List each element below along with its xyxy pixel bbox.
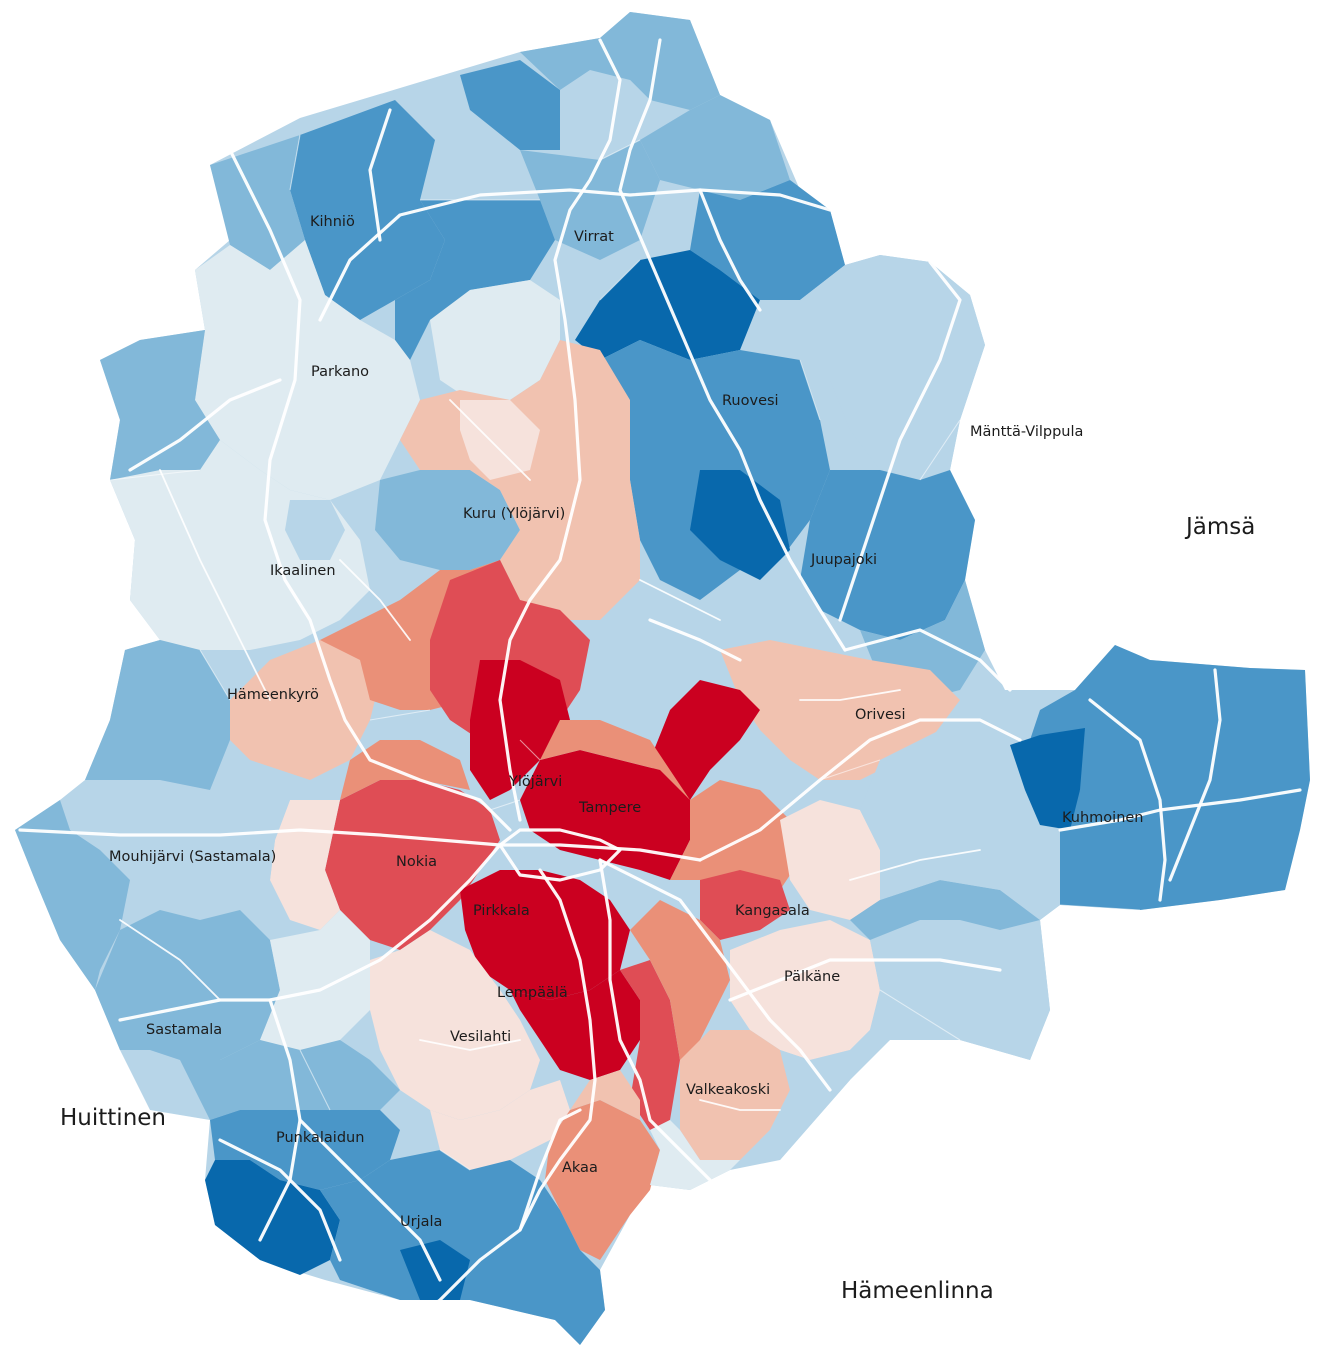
region-palkane-east [850, 920, 1050, 1060]
region-virrat-north [560, 80, 650, 160]
region-east-between [860, 720, 1060, 920]
label-hameenlinna: Hämeenlinna [841, 1278, 994, 1304]
region-akaa-light [570, 1070, 640, 1120]
label-urjala: Urjala [400, 1214, 442, 1230]
region-east-pale [780, 800, 880, 920]
region-south-ring [630, 900, 730, 1060]
label-nokia: Nokia [396, 854, 437, 870]
region-ylojarvi-core [470, 660, 570, 800]
neighbor-labels: Jämsä Huittinen Hämeenlinna [60, 514, 1255, 1304]
region-juupajoki [800, 470, 975, 640]
label-ikaalinen: Ikaalinen [270, 563, 336, 579]
region-ruovesi-dark [575, 250, 760, 360]
region-virrat-east [640, 95, 790, 200]
label-pirkkala: Pirkkala [473, 903, 530, 919]
region-kuhmoinen [1030, 645, 1310, 910]
label-jamsa: Jämsä [1184, 514, 1255, 540]
region-sastamala-light [260, 910, 370, 1050]
region-valkeakoski-east [760, 1050, 850, 1160]
label-parkano: Parkano [311, 364, 369, 380]
label-tampere: Tampere [578, 800, 641, 816]
region-hameenkyro-west [85, 640, 230, 790]
region-far-west [100, 330, 220, 480]
region-ruovesi-north [690, 180, 845, 300]
label-virrat: Virrat [574, 229, 614, 245]
label-mouhijarvi: Mouhijärvi (Sastamala) [109, 849, 276, 865]
label-huittinen: Huittinen [60, 1105, 166, 1131]
label-sastamala: Sastamala [146, 1022, 222, 1038]
region-vesilahti-south [430, 1080, 570, 1170]
region-nokia [325, 780, 500, 950]
label-lempaala: Lempäälä [497, 985, 568, 1001]
region-north-strip [520, 12, 720, 110]
region-urjala [320, 1150, 605, 1345]
region-punkalaidun [210, 1110, 400, 1190]
region-east-light [800, 255, 985, 480]
label-orivesi: Orivesi [855, 707, 906, 723]
region-southeast-mid [850, 880, 1040, 940]
region-kuru-north [430, 280, 560, 400]
road-network [18, 38, 1302, 1332]
region-ikaalinen-patch [285, 500, 345, 560]
label-ylojarvi: Ylöjärvi [508, 774, 562, 790]
region-north-band [460, 60, 560, 150]
region-lempaala-east [620, 960, 680, 1130]
region-akaa-east [650, 1120, 740, 1190]
region-north-east-core [650, 680, 760, 800]
region-parkano [195, 240, 420, 500]
label-palkane: Pälkäne [784, 969, 840, 985]
region-tampere-ring [540, 720, 800, 900]
region-palkane [730, 920, 880, 1060]
label-punkalaidun: Punkalaidun [276, 1130, 364, 1146]
region-sastamala [95, 910, 280, 1060]
label-ruovesi: Ruovesi [722, 393, 779, 409]
label-kihnio: Kihniö [310, 214, 355, 230]
region-tampere [520, 750, 690, 880]
region-kangasala [700, 870, 790, 940]
label-mantta-vilppula: Mänttä-Vilppula [970, 424, 1083, 440]
label-akaa: Akaa [562, 1160, 598, 1176]
label-valkeakoski: Valkeakoski [686, 1082, 770, 1098]
region-ikaalinen [110, 440, 370, 650]
region-west-edge [15, 800, 130, 990]
label-kangasala: Kangasala [735, 903, 810, 919]
region-nokia-west [340, 740, 470, 800]
region-lempaala [510, 970, 640, 1080]
region-juupajoki-dark [690, 470, 790, 580]
label-kuru: Kuru (Ylöjärvi) [463, 506, 565, 522]
label-hameenkyro: Hämeenkyrö [227, 687, 319, 703]
boundary-lines [109, 134, 1141, 1171]
region-kuru [375, 470, 520, 570]
region-punkalaidun-north [180, 1040, 400, 1120]
region-kuru-palest [460, 400, 540, 480]
place-labels: Kihniö Virrat Parkano Ruovesi Mänttä-Vil… [109, 214, 1144, 1230]
label-kuhmoinen: Kuhmoinen [1062, 810, 1144, 826]
region-kuhmoinen-dark [1010, 728, 1085, 830]
label-vesilahti: Vesilahti [450, 1029, 511, 1045]
region-mouhijarvi [60, 780, 290, 920]
region-virrat-west [395, 200, 555, 360]
region-vesilahti [370, 930, 540, 1120]
region-pirkkala [460, 870, 630, 1000]
label-juupajoki: Juupajoki [810, 552, 877, 568]
region-orivesi [720, 640, 960, 780]
region-hameenkyro [230, 640, 380, 780]
region-kihnio [290, 100, 445, 320]
region-valkeakoski [680, 1030, 790, 1160]
